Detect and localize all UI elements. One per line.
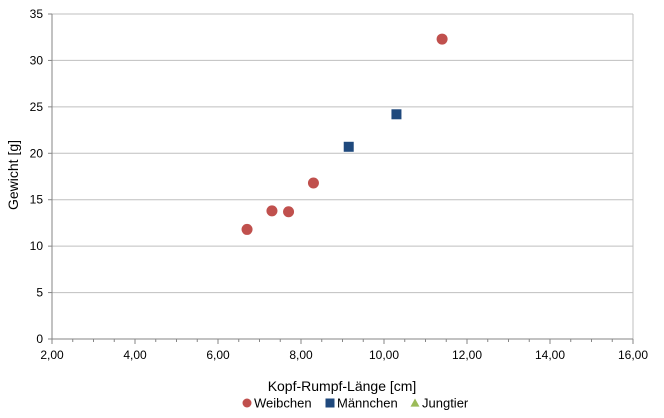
legend: Weibchen Männchen Jungtier	[242, 396, 469, 411]
y-tick-label: 30	[30, 53, 44, 67]
y-tick-label: 15	[30, 193, 44, 207]
weibchen-point	[436, 33, 448, 45]
m-nnchen-point	[343, 141, 354, 152]
x-tick-label: 10,00	[369, 348, 399, 362]
x-tick-label: 6,00	[206, 348, 230, 362]
y-tick-label: 10	[30, 239, 44, 253]
legend-marker	[325, 398, 335, 408]
legend-label: Weibchen	[254, 396, 312, 411]
legend-marker	[410, 398, 420, 407]
x-tick-label: 14,00	[535, 348, 565, 362]
m-nnchen-point	[391, 109, 402, 120]
weibchen-point	[283, 206, 295, 218]
y-tick-label: 0	[36, 332, 43, 346]
legend-label: Männchen	[337, 396, 398, 411]
legend-label: Jungtier	[422, 396, 469, 411]
legend-marker	[242, 398, 252, 408]
y-axis-title: Gewicht [g]	[5, 140, 21, 210]
weibchen-point	[241, 223, 253, 235]
y-tick-label: 5	[36, 286, 43, 300]
gridlines	[52, 13, 634, 339]
y-tick-label: 35	[30, 7, 44, 21]
data-points	[241, 33, 448, 235]
y-tick-label: 20	[30, 146, 44, 160]
x-tick-label: 12,00	[452, 348, 482, 362]
x-tick-label: 4,00	[123, 348, 147, 362]
weibchen-point	[307, 177, 319, 189]
weibchen-point	[266, 205, 278, 217]
axes	[48, 13, 634, 344]
x-axis-title: Kopf-Rumpf-Länge [cm]	[268, 378, 417, 394]
x-tick-label: 2,00	[40, 348, 64, 362]
tick-labels: 0 5 10 15 20 25 30 35 2,00 4,00 6,00 8,00 10,00 12,00…	[30, 7, 649, 362]
x-tick-label: 8,00	[289, 348, 313, 362]
x-tick-label: 16,00	[618, 348, 648, 362]
y-tick-label: 25	[30, 100, 44, 114]
